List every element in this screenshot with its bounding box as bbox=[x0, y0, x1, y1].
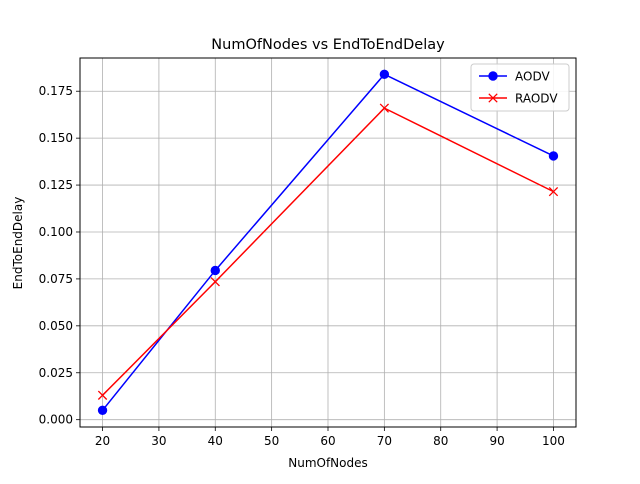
axes: 20 30 40 50 60 70 80 90 100 0.000 0.025 0.050 0.075 0… bbox=[39, 84, 565, 448]
x-tick-label: 50 bbox=[264, 434, 279, 448]
x-tick-label: 60 bbox=[320, 434, 335, 448]
legend-swatch-marker bbox=[488, 71, 498, 81]
aodv-point bbox=[97, 405, 108, 415]
x-tick-label: 20 bbox=[95, 434, 110, 448]
y-tick-label: 0.175 bbox=[39, 84, 73, 98]
raodv-point bbox=[97, 390, 108, 400]
x-tick-label: 100 bbox=[542, 434, 565, 448]
x-axis-label: NumOfNodes bbox=[288, 456, 368, 470]
x-tick-label: 70 bbox=[377, 434, 392, 448]
aodv-point bbox=[379, 69, 390, 80]
raodv-line bbox=[102, 107, 554, 396]
aodv-line bbox=[101, 73, 554, 411]
legend-label: RAODV bbox=[515, 92, 558, 106]
legend-item-aodv: AODV bbox=[479, 70, 550, 84]
y-axis-label: EndToEndDelay bbox=[11, 197, 25, 290]
legend-item-raodv: RAODV bbox=[479, 92, 558, 106]
legend-label: AODV bbox=[515, 70, 550, 84]
y-tick-label: 0.050 bbox=[39, 319, 73, 333]
grid bbox=[80, 58, 576, 427]
y-tick-label: 0.000 bbox=[39, 413, 73, 427]
y-tick-label: 0.150 bbox=[39, 131, 73, 145]
x-tick-label: 90 bbox=[489, 434, 504, 448]
raodv-point bbox=[210, 277, 220, 287]
series-aodv bbox=[97, 69, 559, 415]
x-tick-label: 30 bbox=[151, 434, 166, 448]
aodv-point bbox=[210, 265, 220, 276]
series-group bbox=[97, 69, 559, 415]
aodv-point bbox=[548, 151, 559, 161]
y-tick-label: 0.125 bbox=[39, 178, 73, 192]
x-tick-label: 40 bbox=[208, 434, 223, 448]
legend: AODV RAODV bbox=[470, 63, 570, 112]
raodv-point bbox=[379, 103, 390, 113]
x-tick-label: 80 bbox=[433, 434, 448, 448]
raodv-point bbox=[548, 186, 559, 197]
chart-title: NumOfNodes vs EndToEndDelay bbox=[211, 37, 445, 53]
series-raodv bbox=[97, 103, 559, 400]
y-tick-label: 0.100 bbox=[39, 225, 73, 239]
y-tick-label: 0.025 bbox=[39, 366, 73, 380]
legend-swatch-marker bbox=[488, 93, 498, 103]
y-tick-label: 0.075 bbox=[39, 272, 73, 286]
plot-frame bbox=[79, 57, 577, 428]
